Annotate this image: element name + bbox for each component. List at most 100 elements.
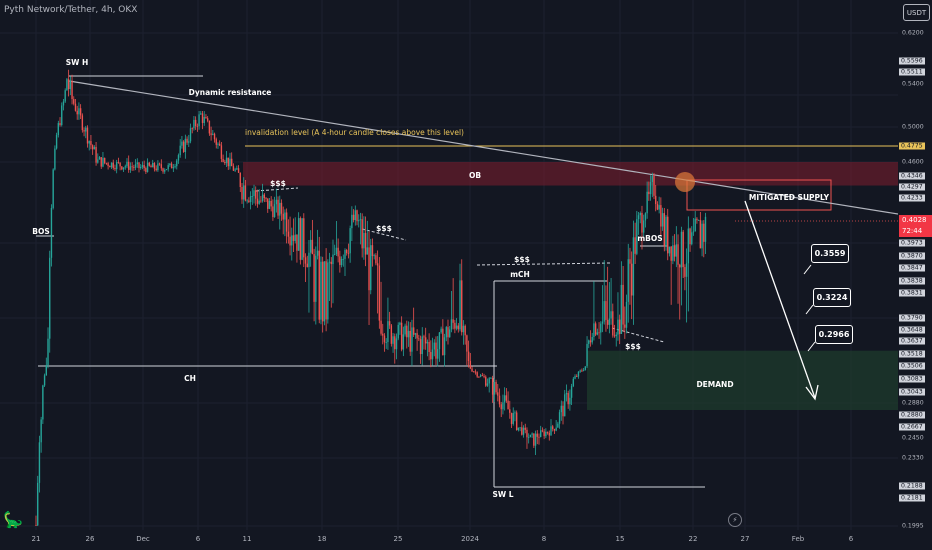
candle-body: [661, 213, 664, 227]
candle: [407, 321, 410, 347]
lightning-icon[interactable]: ⚡: [728, 513, 742, 527]
candle: [474, 369, 477, 375]
candle-body: [402, 334, 405, 350]
candle: [97, 153, 99, 164]
currency-button[interactable]: USDT: [903, 4, 930, 21]
time-axis[interactable]: 21 26 Dec 6 11 18 25 2024 8 15 22 27 Feb 6: [0, 530, 898, 550]
candle-body: [576, 376, 578, 377]
candle: [644, 212, 647, 228]
candle-body: [663, 213, 665, 247]
candle: [35, 515, 37, 526]
candle: [390, 323, 393, 347]
candle: [114, 164, 116, 172]
candle-body: [696, 218, 698, 221]
candle: [273, 196, 276, 218]
candle-body: [675, 244, 678, 257]
candle: [543, 428, 545, 440]
candle: [656, 201, 659, 211]
candle-body: [618, 319, 621, 334]
candle-body: [507, 400, 509, 410]
candle-body: [45, 365, 47, 376]
candle: [64, 88, 66, 103]
candle: [495, 379, 497, 395]
candle-body: [538, 436, 540, 438]
candle: [261, 183, 264, 203]
candle: [564, 389, 566, 417]
overlay-layer: [675, 172, 898, 222]
candle-body: [418, 338, 420, 340]
candle-body: [567, 393, 569, 405]
candle-body: [370, 245, 372, 291]
candle-body: [64, 90, 66, 102]
candle-body: [462, 325, 465, 333]
candle-body: [497, 392, 499, 396]
candle: [601, 285, 604, 333]
candle: [321, 256, 324, 333]
candle-body: [294, 234, 296, 241]
candle-body: [512, 413, 514, 424]
candle: [210, 126, 212, 141]
candle: [395, 333, 398, 360]
candle: [454, 319, 456, 334]
candle-body: [416, 333, 418, 339]
candle: [617, 292, 619, 341]
candle: [589, 330, 592, 347]
candle: [512, 407, 514, 426]
candle: [416, 329, 418, 351]
candle: [655, 184, 657, 212]
candle: [43, 373, 46, 387]
candle-body: [184, 138, 187, 152]
candle-body: [699, 220, 702, 249]
tradingview-logo-icon[interactable]: 🦕: [3, 510, 23, 529]
candle: [515, 410, 518, 431]
candle-body: [565, 393, 568, 395]
candle-body: [95, 147, 97, 163]
candle-body: [340, 258, 343, 266]
candle: [218, 140, 221, 147]
candle-body: [285, 212, 288, 232]
candle-body: [423, 336, 425, 338]
symbol-title[interactable]: Pyth Network/Tether, 4h, OKX: [4, 5, 138, 15]
candle-body: [172, 167, 175, 169]
candle: [697, 219, 700, 221]
candle-body: [225, 157, 228, 164]
candle-body: [536, 433, 538, 437]
candle: [514, 410, 516, 422]
candle-body: [309, 239, 312, 253]
candle: [90, 134, 92, 150]
candle-body: [598, 332, 600, 334]
candle-body: [646, 191, 648, 214]
candle: [237, 165, 240, 173]
candle-body: [88, 141, 90, 144]
price-axis[interactable]: 0.6200 0.5596 0.5511 0.5400 0.5000 0.4775 0.46…: [898, 0, 932, 530]
ob-label: OB: [468, 171, 482, 180]
candle: [557, 421, 559, 428]
candle: [409, 322, 411, 356]
candle: [505, 388, 508, 403]
candle: [466, 334, 468, 366]
candle-body: [527, 437, 530, 438]
ch-label: CH: [184, 374, 196, 383]
candle: [61, 102, 63, 127]
candle: [128, 155, 130, 173]
price-chart-canvas[interactable]: [0, 0, 898, 530]
candle-body: [397, 324, 399, 339]
candle-body: [608, 318, 611, 325]
candle: [624, 306, 626, 339]
candle: [45, 357, 47, 376]
candle-body: [86, 127, 89, 144]
candle-body: [42, 385, 44, 420]
candle: [383, 333, 386, 352]
candle-body: [589, 340, 592, 343]
candle: [109, 165, 111, 168]
candle: [703, 220, 705, 258]
price-tick-label: 0.3973: [899, 239, 925, 247]
candle-body: [275, 199, 278, 205]
candle-body: [411, 327, 413, 352]
candle-body: [684, 267, 686, 277]
candle: [567, 390, 569, 409]
candle: [316, 229, 319, 260]
candle-body: [277, 199, 279, 216]
candle: [414, 332, 417, 339]
candle: [349, 225, 351, 263]
